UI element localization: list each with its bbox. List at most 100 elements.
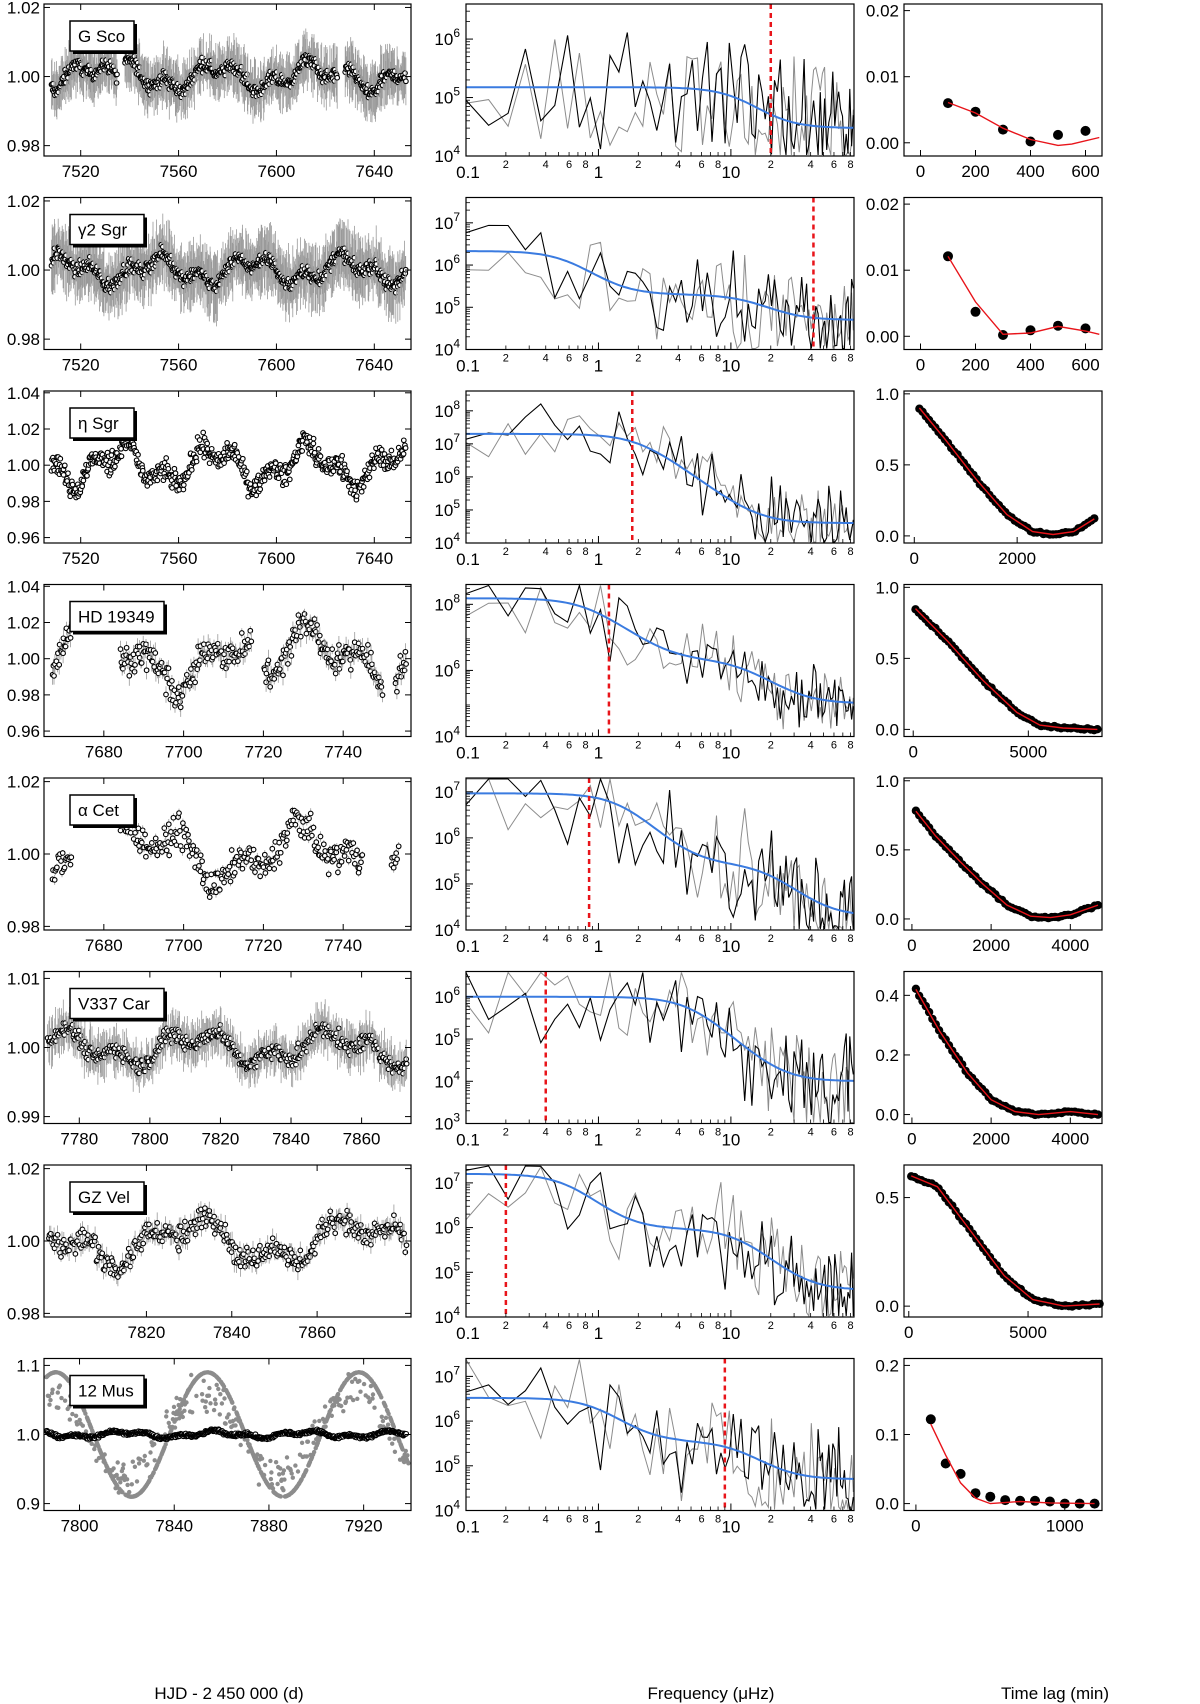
- xtick-minor-label: 2: [768, 353, 774, 365]
- xtick-minor-label: 2: [635, 740, 641, 752]
- ytick-label: 1.00: [7, 456, 40, 475]
- data-point: [84, 472, 90, 479]
- star-label-shadow: [144, 217, 147, 248]
- xtick-label: 7680: [85, 743, 123, 762]
- ytick-label: 0.5: [875, 649, 899, 668]
- data-point: [353, 493, 360, 499]
- ytick-exponent: 5: [453, 85, 460, 99]
- xtick-minor-label: 6: [831, 159, 837, 171]
- data-point: [315, 446, 322, 452]
- spectrum-line: [465, 32, 854, 156]
- data-point: [352, 487, 358, 494]
- ytick-exponent: 7: [453, 431, 460, 445]
- data-point: [301, 611, 308, 617]
- data-point: [196, 437, 203, 443]
- data-point: [113, 80, 120, 86]
- data-point: [60, 650, 66, 657]
- xtick-minor-label: 8: [583, 546, 589, 558]
- data-point: [172, 470, 179, 477]
- xtick-label: 0.1: [456, 550, 480, 569]
- xtick-minor-label: 8: [583, 740, 589, 752]
- ytick-label: 105: [434, 497, 460, 520]
- data-point: [177, 704, 184, 711]
- lightcurve-panel: 0.98 1.00 1.02 7520 7560 7600 7640 γ2 Sgr: [7, 192, 412, 375]
- xtick-label: 2000: [998, 549, 1036, 568]
- data-point: [61, 864, 68, 871]
- ytick-label: 0.5: [875, 456, 899, 475]
- data-point: [188, 467, 195, 473]
- data-point: [402, 445, 409, 451]
- xtick-minor-label: 6: [566, 740, 572, 752]
- data-point: [339, 452, 346, 459]
- data-point: [148, 840, 155, 846]
- data-point: [214, 640, 221, 647]
- data-point: [118, 453, 125, 460]
- data-point: [179, 693, 186, 699]
- data-point: [188, 666, 194, 672]
- star-label: η Sgr: [78, 414, 119, 433]
- data-point: [369, 661, 375, 668]
- data-point: [332, 661, 338, 668]
- ytick-label: 1.00: [7, 650, 40, 669]
- data-point: [165, 465, 172, 472]
- data-point: [261, 477, 268, 484]
- data-point: [311, 616, 318, 622]
- ytick-exponent: 4: [453, 337, 460, 351]
- data-point: [208, 445, 215, 452]
- data-point: [51, 877, 58, 883]
- data-point: [163, 455, 170, 461]
- star-label-shadow: [164, 604, 167, 635]
- data-point: [263, 670, 270, 677]
- xtick-minor-label: 8: [583, 159, 589, 171]
- data-point: [368, 649, 374, 656]
- ytick-label: 1.00: [7, 68, 40, 87]
- xtick-minor-label: 2: [768, 740, 774, 752]
- xtick-minor-label: 4: [808, 546, 814, 558]
- data-point: [158, 659, 165, 666]
- xtick-minor-label: 8: [847, 546, 853, 558]
- xtick-label: 7720: [244, 743, 282, 762]
- ytick-label: 0.01: [866, 261, 899, 280]
- ytick-label: 105: [434, 294, 460, 317]
- data-point: [266, 474, 273, 480]
- ytick-exponent: 4: [453, 530, 460, 544]
- data-point: [359, 645, 366, 652]
- data-point: [114, 71, 120, 78]
- ytick-label: 0.01: [866, 68, 899, 87]
- lightcurve-panel: 0.96 0.98 1.00 1.02 1.04 7680 7700 7720 7740 HD 1…: [7, 577, 412, 762]
- data-point: [337, 468, 343, 475]
- ytick-label: 106: [434, 464, 460, 487]
- data-point: [374, 450, 381, 457]
- data-point: [142, 831, 148, 838]
- data-point: [58, 858, 64, 864]
- data-point: [226, 658, 232, 665]
- ytick-exponent: 6: [453, 657, 460, 671]
- ytick-label: 108: [434, 591, 460, 614]
- data-point: [347, 666, 354, 673]
- data-point: [204, 440, 211, 447]
- data-point: [57, 455, 64, 462]
- xtick-label: 400: [1016, 162, 1044, 181]
- ytick-exponent: 4: [453, 143, 460, 157]
- data-point: [247, 627, 254, 634]
- xtick-minor-label: 6: [698, 546, 704, 558]
- ytick-label: 0.98: [7, 330, 40, 349]
- xtick-minor-label: 2: [503, 159, 509, 171]
- ytick-exponent: 8: [453, 591, 460, 605]
- data-point: [171, 465, 178, 472]
- lightcurve-panel: 0.98 1.00 1.02 7520 7560 7600 7640 G Sco: [7, 0, 412, 181]
- xtick-label: 10: [721, 550, 740, 569]
- xtick-minor-label: 8: [715, 546, 721, 558]
- ytick-label: 1.02: [7, 192, 40, 211]
- data-point: [297, 633, 304, 640]
- data-point: [165, 821, 172, 828]
- data-point: [65, 470, 71, 477]
- acf-point: [970, 306, 981, 317]
- ytick-label: 108: [434, 398, 460, 421]
- data-point: [299, 448, 306, 454]
- data-point: [163, 691, 169, 698]
- data-point: [293, 637, 299, 644]
- xtick-minor-label: 8: [847, 353, 853, 365]
